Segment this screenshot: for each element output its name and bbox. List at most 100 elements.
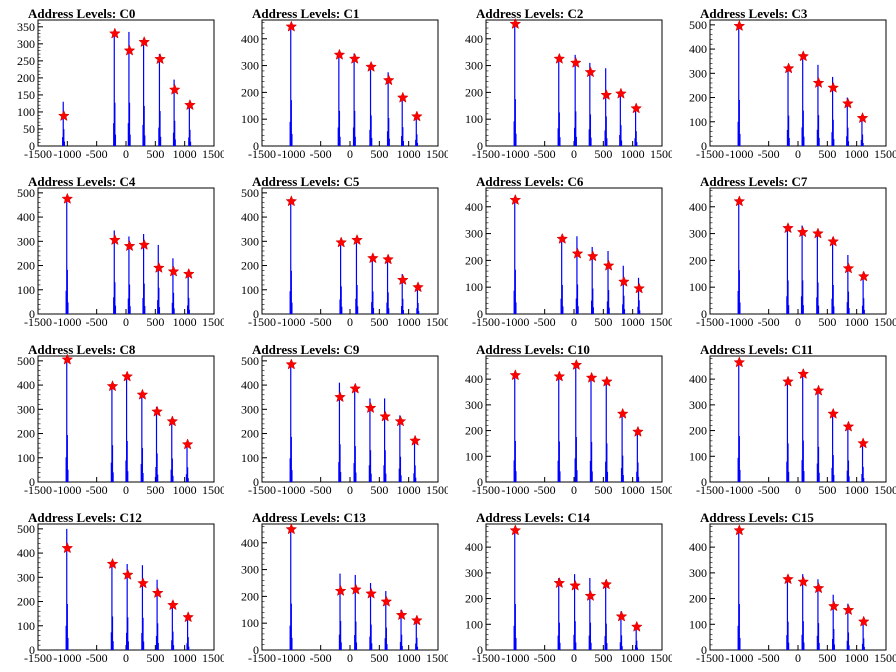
y-tick-label: 500 (17, 354, 35, 368)
level-marker (827, 81, 840, 93)
x-tick-label: -500 (758, 651, 780, 665)
level-marker (182, 611, 195, 623)
plot-frame (709, 523, 887, 651)
level-marker (335, 236, 348, 248)
y-tick-label: 300 (465, 398, 483, 412)
level-marker (154, 52, 166, 65)
x-tick-label: 1000 (845, 315, 869, 329)
plot-frame (709, 355, 887, 483)
x-tick-label: -1000 (277, 483, 305, 497)
x-tick-label: -1500 (24, 147, 52, 161)
y-tick-label: 350 (17, 20, 35, 34)
chart-title: Address Levels: C10 (476, 342, 590, 357)
y-tick-label: 400 (465, 540, 483, 554)
level-marker (630, 102, 643, 114)
x-tick-label: 0 (795, 651, 801, 665)
x-tick-label: 0 (347, 147, 353, 161)
x-tick-label: 500 (370, 651, 388, 665)
y-tick-label: 500 (241, 354, 259, 368)
y-tick-label: 100 (465, 280, 483, 294)
level-marker (61, 353, 74, 365)
y-tick-label: 0 (701, 307, 707, 321)
x-tick-label: 500 (594, 147, 612, 161)
x-tick-label: 1000 (621, 315, 645, 329)
chart-panel: Address Levels: C0 0 50 100 150 200 250 300 350 -… (0, 0, 224, 168)
x-tick-label: 500 (146, 315, 164, 329)
level-marker (553, 576, 566, 589)
level-marker (61, 542, 74, 554)
y-tick-label: 400 (689, 540, 707, 554)
level-marker (842, 603, 855, 616)
level-marker (152, 261, 165, 273)
x-tick-label: 1000 (173, 483, 197, 497)
level-marker (396, 91, 409, 103)
x-tick-label: 0 (347, 651, 353, 665)
y-tick-label: 0 (29, 307, 35, 321)
level-marker (348, 52, 361, 64)
level-marker (509, 369, 522, 381)
x-tick-label: 1000 (397, 147, 421, 161)
level-marker (382, 253, 395, 265)
x-tick-label: 1500 (426, 651, 448, 665)
level-marker (782, 573, 794, 585)
chart-panel: Address Levels: C12 0 100 200 300 400 500 -1500… (0, 504, 224, 672)
plot-frame (709, 187, 887, 315)
level-marker (123, 44, 136, 56)
x-tick-label: 0 (795, 147, 801, 161)
level-marker (796, 226, 809, 238)
level-marker (571, 247, 584, 259)
x-tick-label: 1500 (874, 483, 896, 497)
x-tick-label: 0 (347, 483, 353, 497)
x-tick-label: 0 (795, 483, 801, 497)
level-marker (797, 367, 810, 379)
x-tick-label: 0 (571, 315, 577, 329)
level-marker (857, 437, 869, 449)
chart-title: Address Levels: C9 (252, 342, 360, 357)
x-tick-label: -1000 (501, 147, 529, 161)
level-marker (585, 371, 598, 383)
y-tick-label: 100 (689, 280, 707, 294)
x-tick-label: -500 (310, 483, 332, 497)
x-tick-label: 500 (594, 483, 612, 497)
x-tick-label: -1500 (248, 147, 276, 161)
level-marker (509, 193, 522, 206)
chart-plot: 0 100 200 300 400 -1500 -1000 -500 0 500 1000 1500 (465, 355, 672, 497)
x-tick-label: 0 (123, 315, 129, 329)
y-tick-label: 200 (241, 85, 259, 99)
plot-frame (261, 19, 439, 147)
level-marker (733, 356, 746, 368)
level-marker (615, 87, 627, 99)
y-tick-label: 0 (701, 139, 707, 153)
y-tick-label: 0 (701, 475, 707, 489)
level-marker (827, 235, 840, 247)
x-tick-label: 0 (347, 315, 353, 329)
y-tick-label: 100 (465, 112, 483, 126)
x-tick-label: -1500 (472, 651, 500, 665)
chart-panel: Address Levels: C8 0 100 200 300 400 500 -1500-… (0, 336, 224, 504)
y-tick-label: 0 (477, 307, 483, 321)
level-marker (108, 233, 121, 246)
x-tick-label: -1500 (24, 483, 52, 497)
level-marker (509, 17, 522, 30)
y-tick-label: 400 (689, 372, 707, 386)
level-marker (57, 109, 70, 122)
chart-plot: 0 100 200 300 400 -1500 -1000 -500 0 500 1000 1500 (465, 523, 672, 665)
level-marker (556, 232, 569, 244)
x-tick-label: 1000 (397, 315, 421, 329)
level-marker (812, 227, 824, 239)
level-marker (136, 388, 149, 400)
chart-panel: Address Levels: C3 0 100 200 300 400 500 -1500-… (672, 0, 896, 168)
level-marker (633, 282, 645, 294)
y-tick-label: 300 (465, 566, 483, 580)
chart-panel: Address Levels: C4 0 100 200 300 400 500 -1500-… (0, 168, 224, 336)
y-tick-label: 100 (689, 115, 707, 129)
y-tick-label: 100 (17, 105, 35, 119)
x-tick-label: -1500 (24, 651, 52, 665)
y-tick-label: 200 (689, 253, 707, 267)
chart-title: Address Levels: C4 (28, 174, 136, 189)
chart-panel: Address Levels: C14 0 100 200 300 400 -1500 -10… (448, 504, 672, 672)
x-tick-label: 0 (123, 483, 129, 497)
level-marker (553, 370, 566, 382)
chart-plot: 0 100 200 300 400 500 -1500 -1000 -500 0 500 1000 15… (689, 18, 896, 161)
level-marker (285, 20, 298, 32)
